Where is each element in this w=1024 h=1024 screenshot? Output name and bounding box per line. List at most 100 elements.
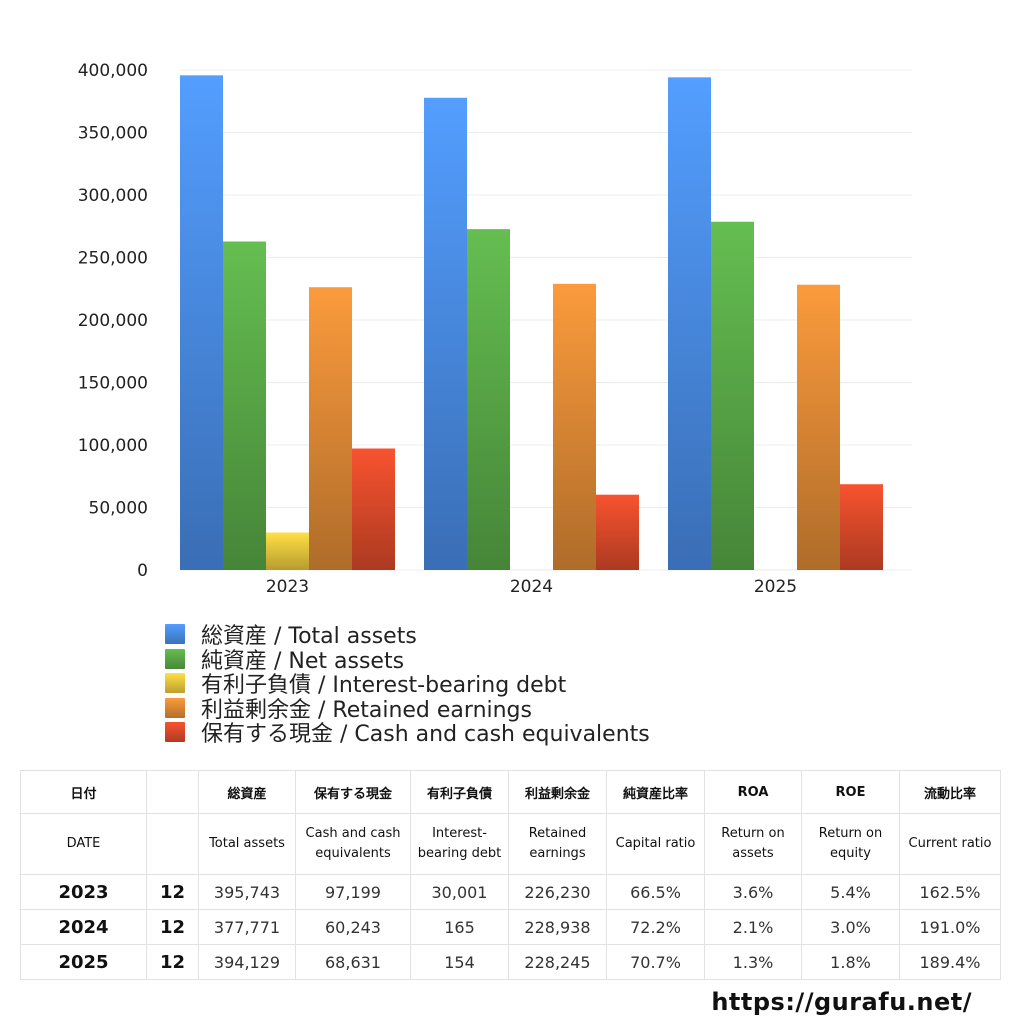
bars <box>180 75 883 571</box>
chart-legend: 総資産 / Total assets 純資産 / Net assets 有利子負債 … <box>165 622 650 747</box>
table-cell: 226,230 <box>508 874 607 910</box>
table-cell: 394,129 <box>198 944 296 980</box>
table-cell: 154 <box>410 944 509 980</box>
bar <box>223 241 266 570</box>
table-cell: 228,245 <box>508 944 607 980</box>
table-header-cell: 日付 <box>20 770 147 814</box>
bar <box>352 448 395 570</box>
table-cell: 66.5% <box>606 874 705 910</box>
x-tick-label: 2025 <box>754 577 797 597</box>
table-header-cell: DATE <box>20 813 147 875</box>
table-cell: 3.6% <box>704 874 802 910</box>
bar <box>797 284 840 570</box>
table-row: 2025 12 394,129 68,631 154 228,245 70.7% 1.3% 1.… <box>20 944 1001 980</box>
table-header-japanese: 日付 総資産 保有する現金 有利子負債 利益剰余金 純資産比率 ROA ROE 流動比率 <box>20 770 1001 814</box>
table-header-cell: Interest-bearing debt <box>410 813 509 875</box>
table-header-cell: Return on equity <box>801 813 900 875</box>
table-header-cell: 総資産 <box>198 770 296 814</box>
table-cell: 162.5% <box>899 874 1001 910</box>
table-cell: 3.0% <box>801 909 900 945</box>
legend-swatch <box>165 673 185 694</box>
table-cell: 97,199 <box>295 874 411 910</box>
table-cell: 1.3% <box>704 944 802 980</box>
bar <box>596 494 639 570</box>
legend-item: 有利子負債 / Interest-bearing debt <box>165 671 650 698</box>
bar <box>467 229 510 570</box>
table-cell: 30,001 <box>410 874 509 910</box>
legend-label: 保有する現金 / Cash and cash equivalents <box>201 722 650 748</box>
table-cell: 5.4% <box>801 874 900 910</box>
table-header-cell: Cash and cash equivalents <box>295 813 411 875</box>
table-header-cell: 流動比率 <box>899 770 1001 814</box>
source-url: https://gurafu.net/ <box>711 988 972 1016</box>
legend-item: 純資産 / Net assets <box>165 647 650 674</box>
y-tick-label: 250,000 <box>78 249 148 269</box>
table-cell: 72.2% <box>606 909 705 945</box>
legend-label: 純資産 / Net assets <box>201 648 405 674</box>
x-axis-ticks: 2023 2024 2025 <box>266 577 797 597</box>
y-tick-label: 350,000 <box>78 124 148 144</box>
table-cell: 2024 <box>20 909 147 945</box>
bar-chart: 400,000 350,000 300,000 250,000 200,000 150,0… <box>78 61 912 597</box>
legend-swatch <box>165 648 185 669</box>
table-cell: 2023 <box>20 874 147 910</box>
table-cell: 165 <box>410 909 509 945</box>
bar <box>266 532 309 570</box>
table-cell: 189.4% <box>899 944 1001 980</box>
table-cell: 377,771 <box>198 909 296 945</box>
legend-label: 総資産 / Total assets <box>201 624 417 650</box>
table-header-cell: 利益剰余金 <box>508 770 607 814</box>
table-cell: 12 <box>146 909 199 945</box>
table-row: 2023 12 395,743 97,199 30,001 226,230 66.5% 3.6… <box>20 874 1001 910</box>
legend-item: 保有する現金 / Cash and cash equivalents <box>165 720 650 747</box>
y-tick-label: 100,000 <box>78 436 148 456</box>
y-tick-label: 300,000 <box>78 186 148 206</box>
legend-item: 総資産 / Total assets <box>165 622 650 649</box>
table-header-cell: Capital ratio <box>606 813 705 875</box>
y-tick-label: 50,000 <box>89 499 148 519</box>
table-cell: 228,938 <box>508 909 607 945</box>
legend-label: 利益剰余金 / Retained earnings <box>201 697 532 723</box>
table-cell: 395,743 <box>198 874 296 910</box>
bar <box>180 75 223 570</box>
table-cell: 68,631 <box>295 944 411 980</box>
table-header-cell: Return on assets <box>704 813 802 875</box>
y-tick-label: 400,000 <box>78 61 148 81</box>
legend-item: 利益剰余金 / Retained earnings <box>165 696 650 723</box>
y-tick-label: 200,000 <box>78 311 148 331</box>
table-header-cell: Current ratio <box>899 813 1001 875</box>
table-cell: 70.7% <box>606 944 705 980</box>
table-header-cell <box>146 770 199 814</box>
y-tick-label: 0 <box>137 561 148 581</box>
table-cell: 12 <box>146 874 199 910</box>
table-header-cell: ROA <box>704 770 802 814</box>
x-tick-label: 2023 <box>266 577 309 597</box>
bar <box>668 77 711 571</box>
table-header-cell <box>146 813 199 875</box>
legend-swatch <box>165 697 185 718</box>
table-header-cell: 保有する現金 <box>295 770 411 814</box>
table-cell: 2025 <box>20 944 147 980</box>
x-tick-label: 2024 <box>510 577 553 597</box>
table-cell: 191.0% <box>899 909 1001 945</box>
y-axis-ticks: 400,000 350,000 300,000 250,000 200,000 150,0… <box>78 61 148 581</box>
legend-swatch <box>165 722 185 743</box>
financial-metrics-table: 日付 総資産 保有する現金 有利子負債 利益剰余金 純資産比率 ROA ROE 流動比率 DAT… <box>20 770 1001 980</box>
table-header-cell: ROE <box>801 770 900 814</box>
legend-label: 有利子負債 / Interest-bearing debt <box>201 673 567 699</box>
table-cell: 12 <box>146 944 199 980</box>
legend-swatch <box>165 624 185 645</box>
bar <box>309 287 352 570</box>
table-cell: 60,243 <box>295 909 411 945</box>
table-cell: 1.8% <box>801 944 900 980</box>
bar <box>840 484 883 570</box>
table-row: 2024 12 377,771 60,243 165 228,938 72.2% 2.1% 3.… <box>20 909 1001 945</box>
y-tick-label: 150,000 <box>78 374 148 394</box>
table-header-cell: Total assets <box>198 813 296 875</box>
table-cell: 2.1% <box>704 909 802 945</box>
table-header-cell: Retained earnings <box>508 813 607 875</box>
table-header-cell: 純資産比率 <box>606 770 705 814</box>
bar <box>553 283 596 570</box>
table-header-cell: 有利子負債 <box>410 770 509 814</box>
table-body: 2023 12 395,743 97,199 30,001 226,230 66.5% 3.6… <box>20 874 1001 980</box>
